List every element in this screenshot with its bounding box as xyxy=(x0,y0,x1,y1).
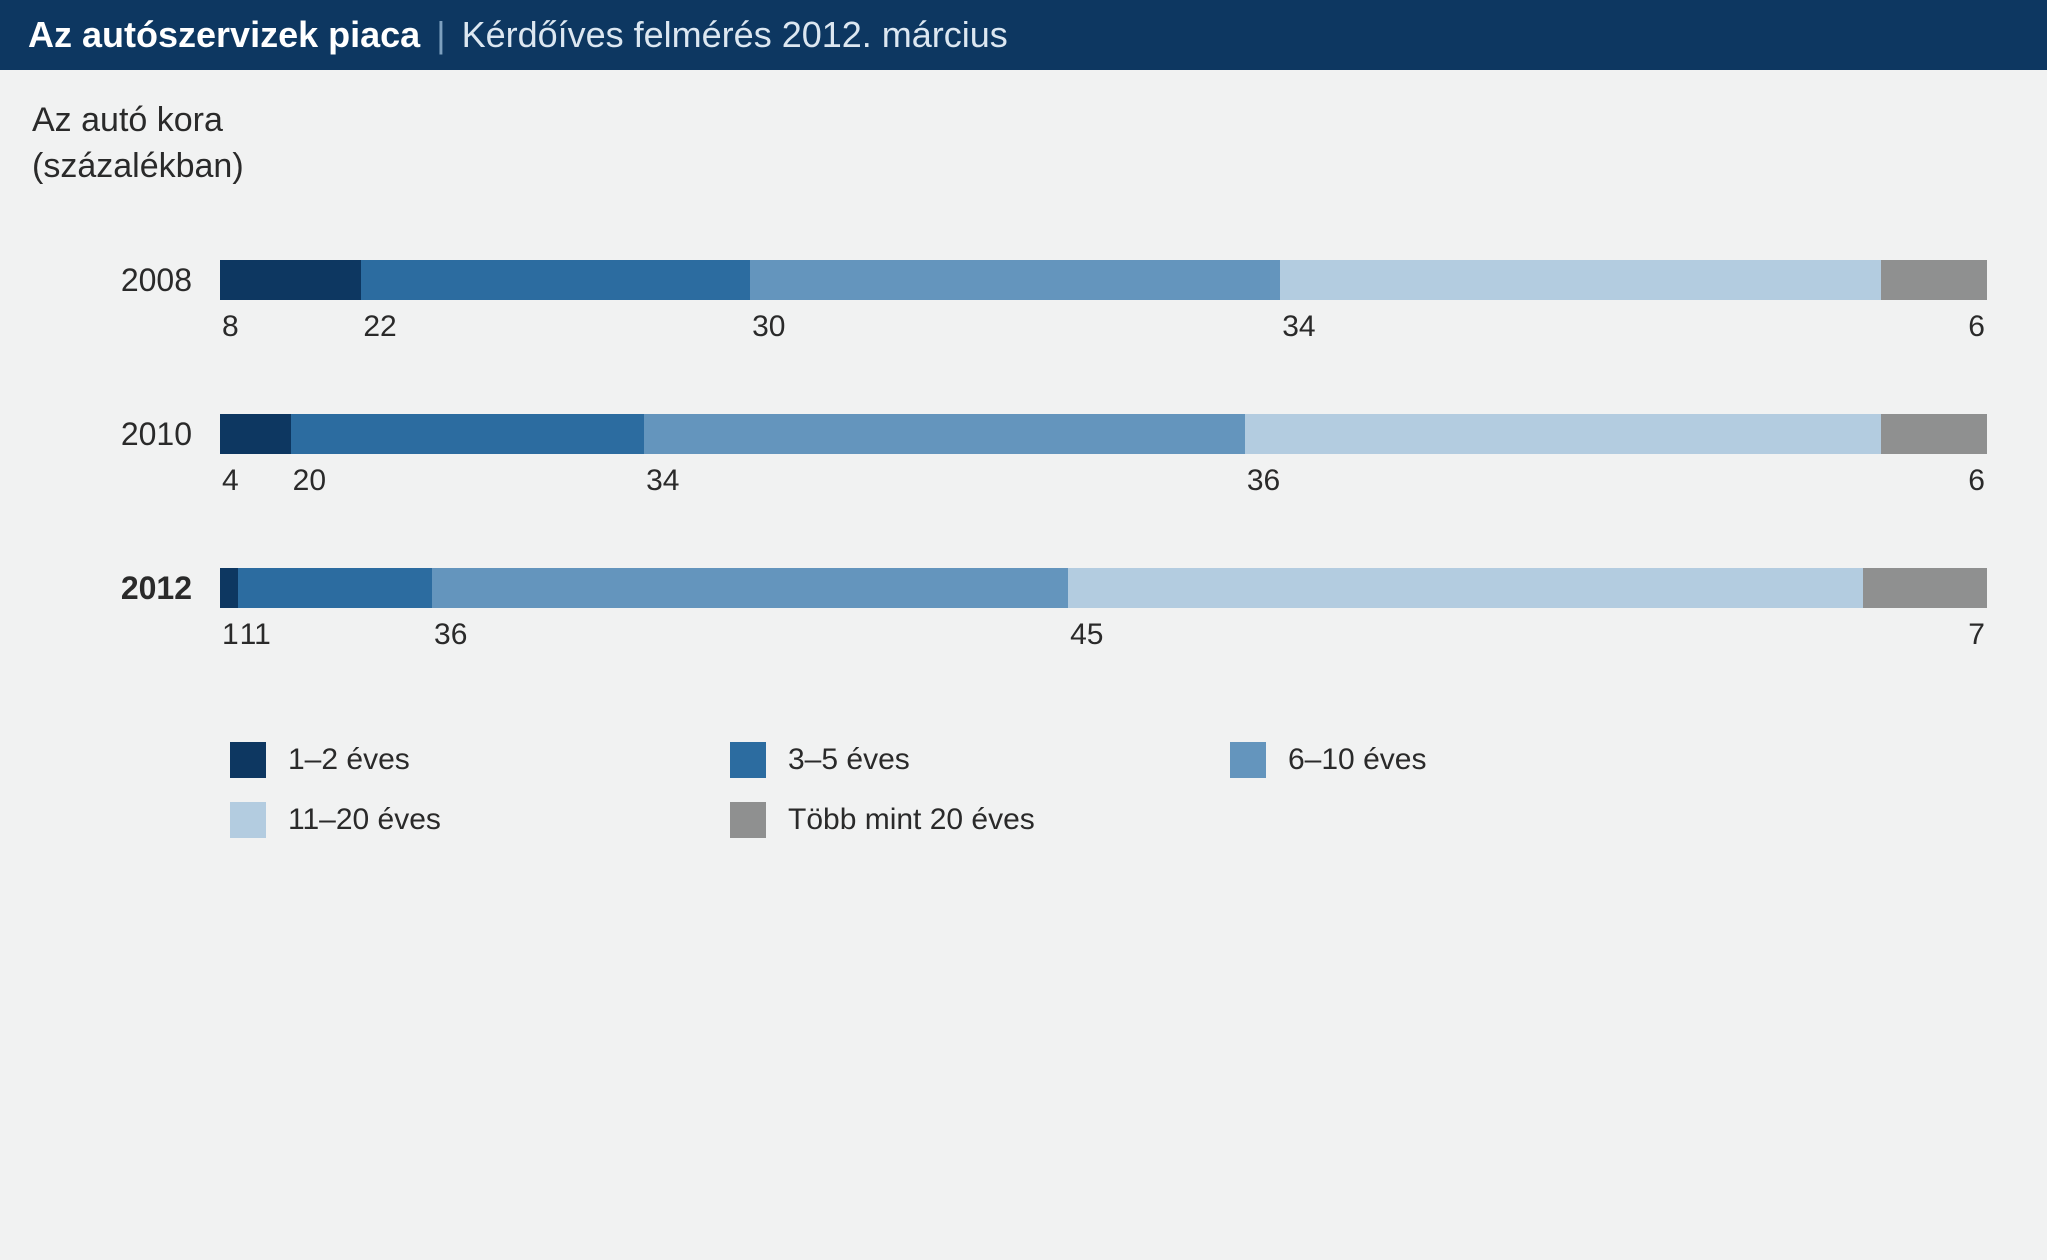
legend-label: 3–5 éves xyxy=(788,743,910,777)
bar-wrap: 11136457 xyxy=(220,568,1987,652)
chart-row: 201211136457 xyxy=(60,568,1987,652)
bar-segment xyxy=(238,568,432,608)
legend-label: Több mint 20 éves xyxy=(788,803,1035,837)
value-label: 8 xyxy=(220,310,361,344)
legend-item: Több mint 20 éves xyxy=(730,802,1150,838)
legend-item: 11–20 éves xyxy=(230,802,650,838)
value-label: 4 xyxy=(220,464,291,498)
value-label: 11 xyxy=(238,618,432,652)
value-label: 45 xyxy=(1068,618,1863,652)
legend: 1–2 éves 3–5 éves 6–10 éves 11–20 éves Több … xyxy=(0,712,2047,898)
chart-row: 200882230346 xyxy=(60,260,1987,344)
subtitle-line2: (százalékban) xyxy=(32,144,2015,190)
value-label: 20 xyxy=(291,464,644,498)
subtitle-line1: Az autó kora xyxy=(32,98,2015,144)
bar-wrap: 42034366 xyxy=(220,414,1987,498)
value-label: 6 xyxy=(1881,310,1987,344)
value-labels: 11136457 xyxy=(220,618,1987,652)
value-label: 36 xyxy=(432,618,1068,652)
value-label: 36 xyxy=(1245,464,1881,498)
legend-swatch xyxy=(730,802,766,838)
chart-row: 201042034366 xyxy=(60,414,1987,498)
stacked-bar xyxy=(220,260,1987,300)
bar-segment xyxy=(220,414,291,454)
header-subtitle: Kérdőíves felmérés 2012. március xyxy=(462,14,1008,55)
value-label: 34 xyxy=(1280,310,1881,344)
legend-label: 1–2 éves xyxy=(288,743,410,777)
header-bar: Az autószervizek piaca | Kérdőíves felmé… xyxy=(0,0,2047,70)
legend-swatch xyxy=(730,742,766,778)
value-label: 30 xyxy=(750,310,1280,344)
bar-segment xyxy=(1280,260,1881,300)
bar-segment xyxy=(291,414,644,454)
value-labels: 82230346 xyxy=(220,310,1987,344)
bar-segment xyxy=(1863,568,1987,608)
year-label: 2010 xyxy=(60,414,220,454)
legend-item: 1–2 éves xyxy=(230,742,650,778)
stacked-bar xyxy=(220,568,1987,608)
year-label: 2008 xyxy=(60,260,220,300)
bar-segment xyxy=(750,260,1280,300)
bar-segment xyxy=(220,260,361,300)
bar-segment xyxy=(1068,568,1863,608)
value-label: 1 xyxy=(220,618,238,652)
chart-area: 200882230346201042034366201211136457 xyxy=(0,200,2047,712)
header-title-bold: Az autószervizek piaca xyxy=(28,14,420,55)
bar-segment xyxy=(361,260,750,300)
bar-segment xyxy=(432,568,1068,608)
bar-wrap: 82230346 xyxy=(220,260,1987,344)
header-separator: | xyxy=(436,14,445,55)
stacked-bar xyxy=(220,414,1987,454)
value-labels: 42034366 xyxy=(220,464,1987,498)
value-label: 6 xyxy=(1881,464,1987,498)
value-label: 22 xyxy=(361,310,750,344)
bar-segment xyxy=(1245,414,1881,454)
value-label: 7 xyxy=(1863,618,1987,652)
legend-swatch xyxy=(230,742,266,778)
chart-subtitle: Az autó kora (százalékban) xyxy=(0,70,2047,200)
bar-segment xyxy=(1881,260,1987,300)
legend-swatch xyxy=(1230,742,1266,778)
bar-segment xyxy=(644,414,1245,454)
legend-label: 6–10 éves xyxy=(1288,743,1426,777)
legend-swatch xyxy=(230,802,266,838)
bar-segment xyxy=(220,568,238,608)
bar-segment xyxy=(1881,414,1987,454)
legend-item: 3–5 éves xyxy=(730,742,1150,778)
value-label: 34 xyxy=(644,464,1245,498)
legend-item: 6–10 éves xyxy=(1230,742,1650,778)
legend-label: 11–20 éves xyxy=(288,803,441,837)
year-label: 2012 xyxy=(60,568,220,608)
